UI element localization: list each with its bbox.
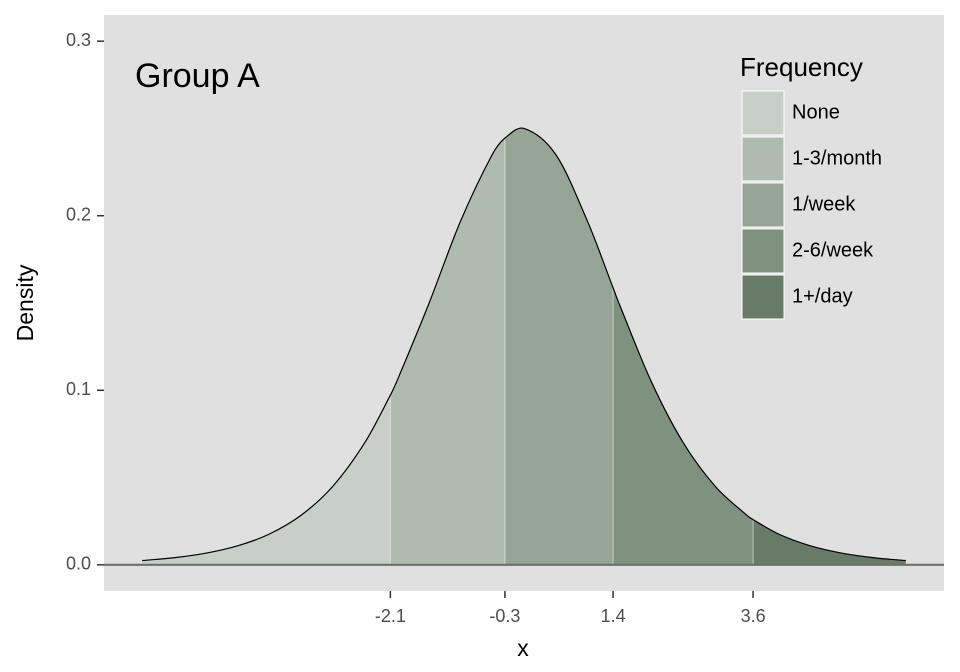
x-axis-title: x <box>517 635 529 661</box>
y-tick-label: 0.3 <box>66 30 91 50</box>
legend-key <box>741 274 785 320</box>
legend-key <box>741 136 785 182</box>
legend-key <box>741 90 785 136</box>
x-tick-label: 1.4 <box>601 606 626 626</box>
density-region <box>613 287 754 565</box>
legend-title: Frequency <box>740 52 863 82</box>
legend-label: 1-3/month <box>792 147 882 169</box>
legend-key <box>741 182 785 228</box>
x-tick-label: 3.6 <box>741 606 766 626</box>
legend-label: 2-6/week <box>792 239 874 261</box>
density-region <box>753 519 906 565</box>
density-region <box>142 395 391 565</box>
legend-key <box>741 228 785 274</box>
legend-label: 1+/day <box>792 285 853 307</box>
density-curve <box>142 127 906 562</box>
density-region <box>504 128 614 565</box>
y-tick-label: 0.2 <box>66 204 91 224</box>
chart-title: Group A <box>135 57 260 95</box>
density-region <box>390 138 505 565</box>
y-axis-title: Density <box>12 264 38 341</box>
y-tick-label: 0.1 <box>66 379 91 399</box>
x-tick-label: -2.1 <box>375 606 406 626</box>
legend-label: None <box>792 101 840 123</box>
regions <box>142 128 906 565</box>
x-tick-label: -0.3 <box>489 606 520 626</box>
legend-label: 1/week <box>792 193 856 215</box>
y-tick-label: 0.0 <box>66 554 91 574</box>
